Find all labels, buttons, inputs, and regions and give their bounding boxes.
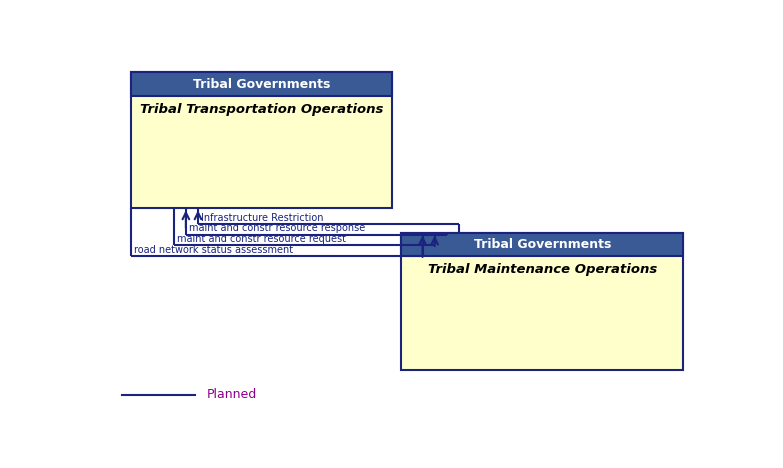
Text: maint and constr resource request: maint and constr resource request [177,234,346,244]
Bar [402,233,684,256]
Text: Tribal Governments: Tribal Governments [193,78,330,91]
Text: Tribal Governments: Tribal Governments [474,238,611,251]
Text: Infrastructure Restriction: Infrastructure Restriction [201,212,323,223]
Text: road network status assessment: road network status assessment [135,245,294,255]
Bar [132,73,392,207]
Text: Tribal Transportation Operations: Tribal Transportation Operations [140,103,384,116]
Text: Planned: Planned [207,388,258,402]
Text: Tribal Maintenance Operations: Tribal Maintenance Operations [428,263,657,277]
Bar [402,233,684,370]
Text: maint and constr resource response: maint and constr resource response [189,223,365,234]
Bar [132,73,392,96]
